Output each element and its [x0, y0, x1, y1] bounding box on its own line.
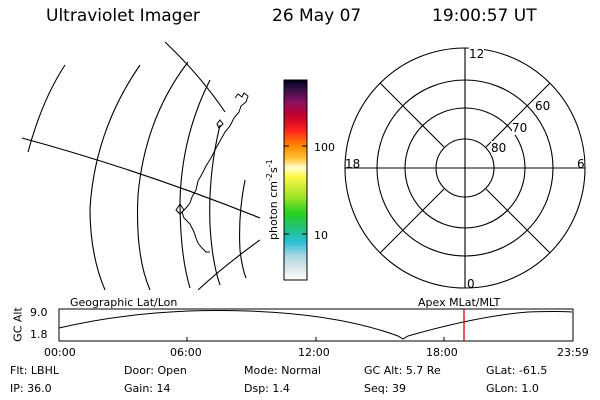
latitude-arc — [179, 79, 211, 289]
timeline-ylabel: GC Alt — [11, 307, 25, 342]
status-mode: Mode: Normal — [244, 364, 321, 377]
lat-label-60: 60 — [535, 99, 551, 113]
latitude-arc — [209, 124, 221, 286]
colorbar-gradient — [283, 79, 308, 281]
status-glat: GLat: -61.5 — [486, 364, 548, 377]
status-gc-alt: GC Alt: 5.7 Re — [364, 364, 441, 377]
magnetic-polar-grid — [344, 47, 586, 289]
geographic-map — [21, 41, 260, 290]
altitude-curve — [58, 310, 573, 340]
status-seq: Seq: 39 — [364, 382, 406, 395]
colorbar-tick-10: 10 — [314, 229, 328, 242]
mlt-label-6: 6 — [577, 157, 585, 171]
coastline — [181, 92, 249, 253]
status-gain: Gain: 14 — [124, 382, 171, 395]
altitude-timeline — [58, 308, 574, 342]
observation-date: 26 May 07 — [272, 6, 362, 26]
observation-time: 19:00:57 UT — [432, 6, 537, 26]
timeline-xtick: 23:59 — [557, 346, 589, 359]
latitude-arc — [136, 61, 189, 290]
mlt-diagonal — [485, 188, 551, 254]
mlt-diagonal — [379, 188, 445, 254]
mlt-label-0: 0 — [467, 277, 475, 291]
status-dsp: Dsp: 1.4 — [244, 382, 290, 395]
app-title: Ultraviolet Imager — [46, 6, 200, 26]
latitude-arc — [239, 179, 247, 279]
lat-label-80: 80 — [491, 141, 507, 155]
latitude-arc — [27, 64, 66, 153]
status-glon: GLon: 1.0 — [486, 382, 539, 395]
mlt-label-12: 12 — [469, 47, 485, 61]
coastline — [175, 203, 185, 215]
colorbar-unit-label: photon cm-2s-1 — [265, 159, 280, 240]
mlt-diagonal — [485, 82, 551, 148]
coastline — [216, 119, 224, 129]
longitude-line — [21, 137, 260, 219]
timeline-xtick: 12:00 — [298, 346, 330, 359]
timeline-ytick-bottom: 1.8 — [30, 328, 48, 341]
timeline-xtick: 00:00 — [44, 346, 76, 359]
lat-label-70: 70 — [512, 121, 528, 135]
colorbar-tick-100: 100 — [314, 141, 335, 154]
magnetic-label: Apex MLat/MLT — [418, 296, 501, 309]
geographic-label: Geographic Lat/Lon — [70, 296, 178, 309]
mlt-diagonal — [379, 82, 445, 148]
latitude-arc — [89, 64, 141, 290]
intensity-colorbar: photon cm-2s-1 — [265, 79, 308, 281]
status-ip: IP: 36.0 — [10, 382, 52, 395]
status-door: Door: Open — [124, 364, 187, 377]
timeline-xtick: 06:00 — [170, 346, 202, 359]
timeline-xtick: 18:00 — [426, 346, 458, 359]
mlt-label-18: 18 — [345, 157, 361, 171]
timeline-ytick-top: 9.0 — [30, 306, 48, 319]
longitude-line — [197, 239, 260, 290]
status-filter: Flt: LBHL — [10, 364, 59, 377]
longitude-line — [164, 41, 226, 113]
